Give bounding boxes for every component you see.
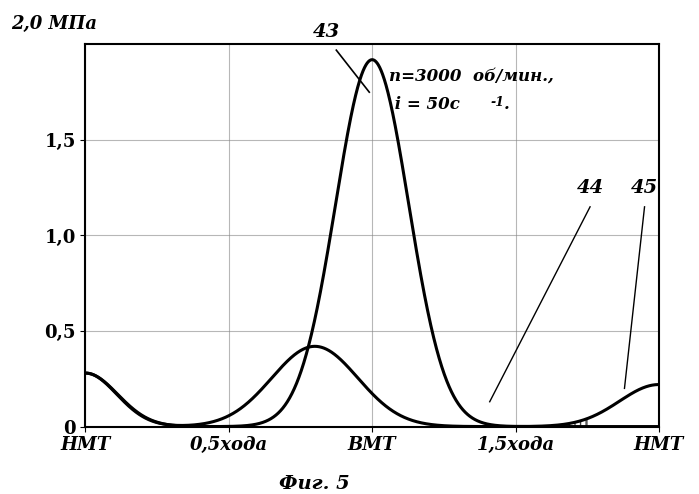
Text: 44: 44 (577, 179, 604, 197)
Text: 43: 43 (312, 23, 340, 41)
Text: i = 50с: i = 50с (389, 96, 460, 113)
Text: n=3000  об/мин.,: n=3000 об/мин., (389, 67, 554, 84)
Text: 2,0 МПа: 2,0 МПа (11, 15, 97, 33)
Text: .: . (504, 96, 510, 113)
Text: 45: 45 (631, 179, 658, 197)
Text: -1: -1 (491, 96, 505, 109)
Text: Фиг. 5: Фиг. 5 (279, 475, 350, 493)
